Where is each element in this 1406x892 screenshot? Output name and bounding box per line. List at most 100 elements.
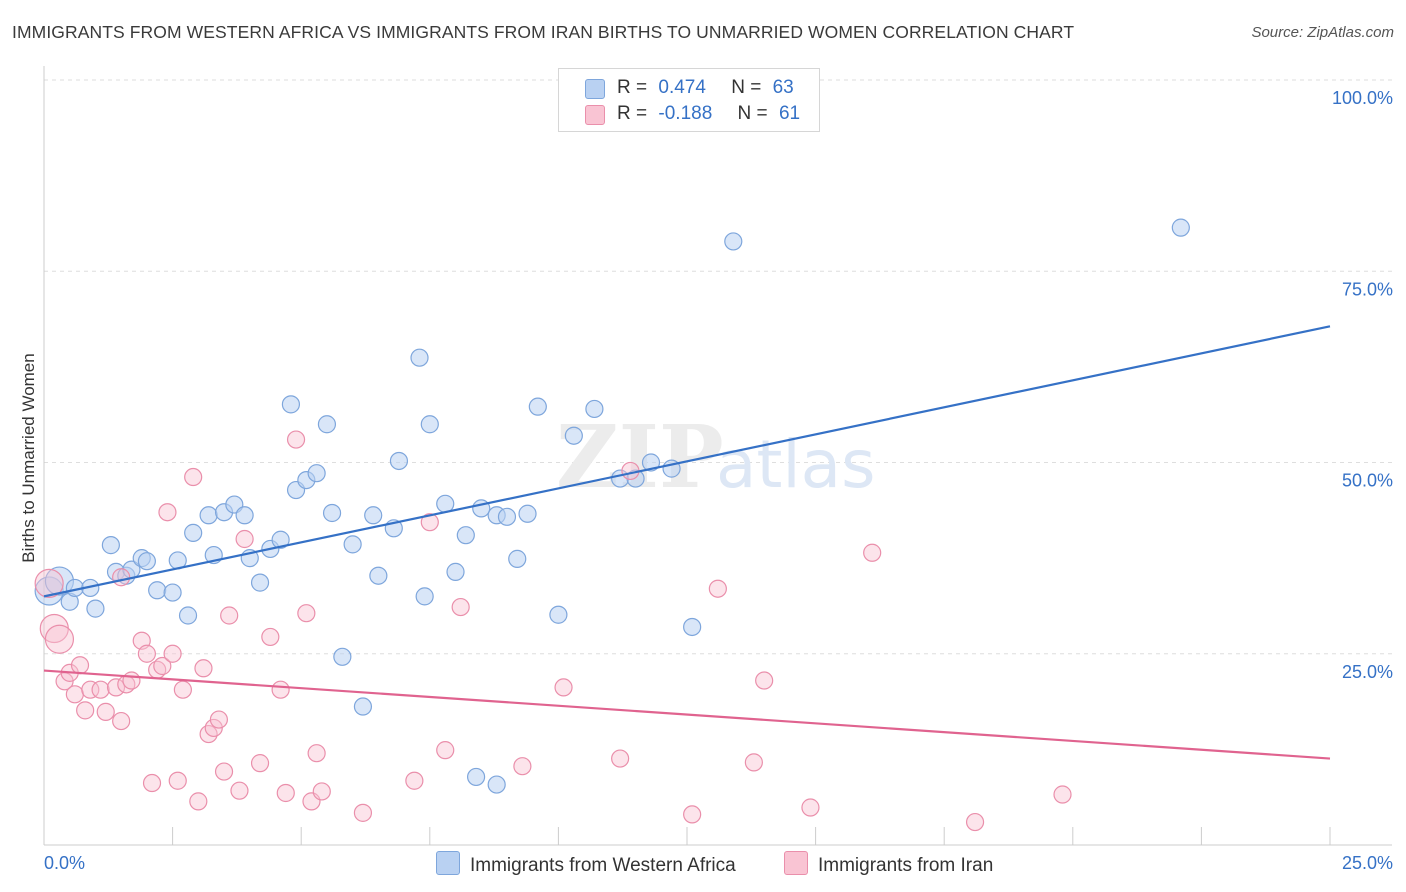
bottom-legend-label: Immigrants from Western Africa [470,855,736,876]
iran-point-6 [70,656,90,675]
y-tick-label-1: 50.0% [1342,471,1393,491]
western-africa-point-46 [497,507,517,526]
legend-r-value: -0.188 [658,103,713,124]
x-tick-label-1: 25.0% [1342,853,1393,873]
legend-r-label: R = [617,103,648,124]
legend-n-value: 63 [772,77,794,98]
western-africa-point-43 [456,526,475,545]
western-africa-point-61 [466,767,486,787]
western-africa-point-25 [271,530,290,549]
iran-point-30 [209,710,228,729]
iran-point-12 [112,711,131,731]
iran-point-22 [163,644,182,663]
legend-swatch-blue [585,79,605,99]
iran-trend-line [43,669,1331,760]
watermark: ZIP atlas [556,407,876,508]
western-africa-point-59 [1171,218,1190,237]
iran-point-0 [34,568,64,598]
iran-point-17 [137,644,156,663]
x-tick-label-0: 0.0% [44,853,85,873]
chart-title: IMMIGRANTS FROM WESTERN AFRICA VS IMMIGR… [12,22,1075,42]
western-africa-point-12 [148,581,167,600]
iran-point-47 [436,741,455,760]
western-africa-point-60 [353,697,373,716]
iran-point-7 [76,701,95,720]
western-africa-point-6 [101,536,120,555]
bottom-legend-iran: Immigrants from Iran [784,851,993,877]
tick-labels: 25.0% 50.0% 75.0% 100.0% 0.0% 25.0% [44,88,1393,873]
western-africa-point-47 [508,549,527,568]
western-africa-point-13 [163,583,182,602]
iran-point-5 [65,685,84,704]
y-tick-label-2: 75.0% [1342,279,1393,299]
iran-point-48 [451,597,470,617]
iran-point-57 [863,543,882,562]
iran-point-23 [168,771,187,790]
iran-point-20 [153,656,172,676]
iran-point-55 [744,753,763,772]
western-africa-point-62 [487,775,506,794]
bottom-legend-swatch-blue [436,851,460,875]
legend-swatch-pink [585,105,605,125]
axes [43,66,1392,846]
western-africa-point-15 [178,606,198,625]
iran-point-11 [106,678,126,697]
correlation-legend: R = 0.474 N = 63 R = -0.188 N = 61 [558,68,820,132]
iran-point-37 [271,680,290,699]
iran-point-43 [312,782,331,801]
western-africa-point-23 [250,573,270,592]
iran-point-35 [250,754,270,773]
trend-lines [43,325,1331,760]
grid-lines [44,79,1392,655]
iran-point-60 [755,671,774,690]
western-africa-point-50 [549,605,568,624]
iran-point-26 [189,792,208,811]
bottom-legend-swatch-pink [784,851,808,875]
iran-point-33 [230,781,249,800]
iran-point-15 [112,568,131,587]
western-africa-point-51 [564,426,583,445]
iran-point-59 [1053,785,1072,804]
iran-point-32 [220,606,239,625]
iran-point-38 [276,783,295,803]
iran-point-46 [420,513,439,532]
western-africa-point-33 [343,535,362,554]
western-africa-point-21 [235,506,254,525]
western-africa-trend-line [43,325,1331,598]
iran-point-36 [261,627,280,647]
iran-point-18 [142,773,162,793]
western-africa-point-34 [364,506,383,525]
iran-point-50 [554,678,573,697]
source-label: Source: ZipAtlas.com [1251,24,1394,41]
watermark-zip: ZIP [556,407,724,508]
bottom-legend-western-africa: Immigrants from Western Africa [436,851,736,877]
legend-r-label: R = [617,77,648,98]
iran-point-40 [297,604,316,623]
iran-point-44 [353,803,373,822]
y-tick-label-3: 100.0% [1332,88,1393,108]
iran-point-56 [801,798,820,817]
y-tick-label-0: 25.0% [1342,662,1393,682]
legend-r-value: 0.474 [658,77,706,98]
western-africa-point-29 [307,464,326,483]
iran-point-54 [708,579,727,598]
western-africa-point-49 [528,397,547,416]
iran-point-2 [44,624,75,654]
western-africa-point-16 [184,523,203,542]
iran-point-27 [194,659,213,678]
western-africa-point-42 [446,562,465,581]
iran-point-25 [184,467,203,487]
iran-point-58 [965,812,985,832]
western-africa-point-30 [317,415,337,434]
western-africa-point-40 [420,415,439,434]
bottom-legend-label: Immigrants from Iran [818,855,994,876]
y-axis-label: Births to Unmarried Women [19,353,38,562]
iran-point-10 [96,702,115,721]
western-africa-point-52 [585,399,604,419]
western-africa-point-58 [724,232,743,251]
iran-point-49 [513,757,532,776]
legend-n-label: N = [731,77,762,98]
western-africa-point-35 [369,566,388,585]
western-africa-point-57 [683,617,702,637]
